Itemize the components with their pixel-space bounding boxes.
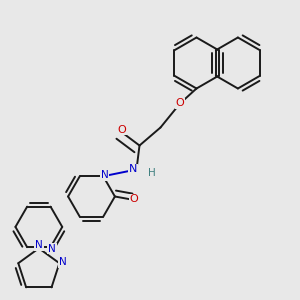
Text: O: O [176,98,184,109]
Text: H: H [148,167,156,178]
Text: N: N [59,257,67,267]
Text: N: N [48,244,56,254]
Text: N: N [129,164,137,175]
Text: O: O [129,194,138,205]
Text: O: O [117,124,126,135]
Text: N: N [35,240,43,250]
Text: N: N [101,170,109,180]
